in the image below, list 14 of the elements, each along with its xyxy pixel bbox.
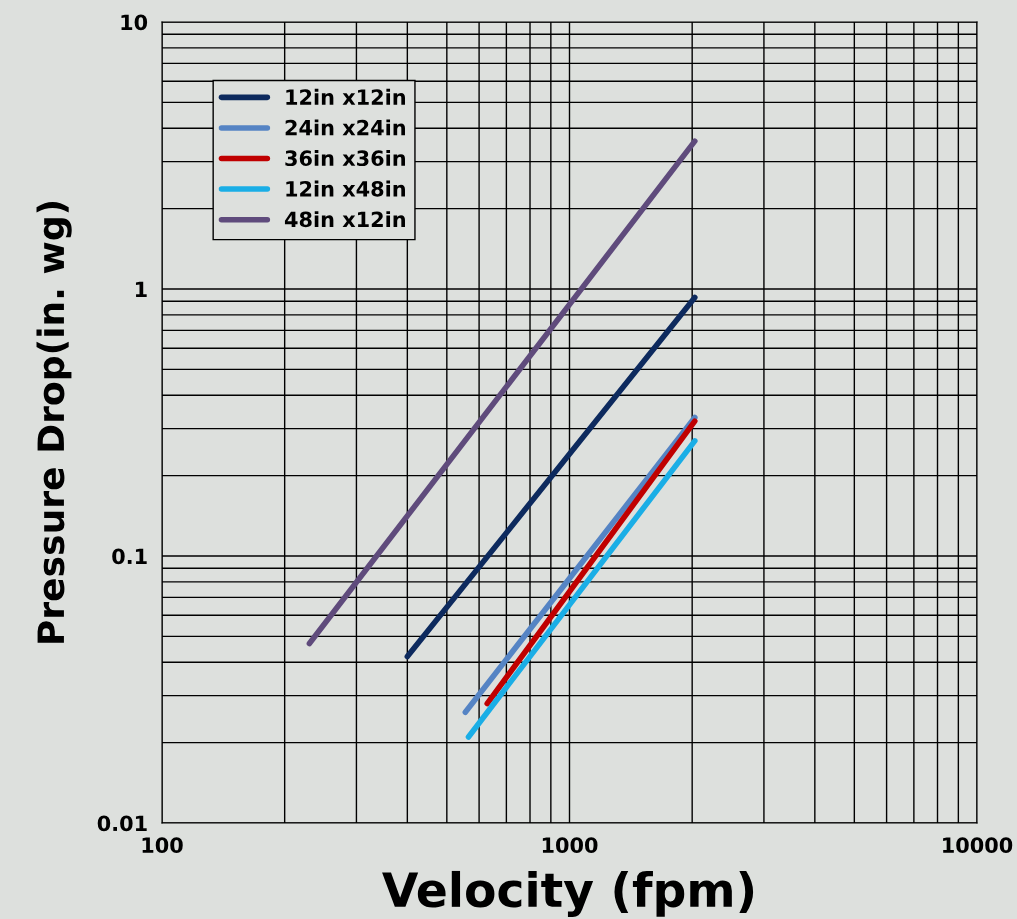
y-tick-label: 0.01 — [97, 815, 147, 832]
x-tick-label: 100 — [142, 837, 183, 854]
y-tick-label: 1 — [135, 281, 147, 297]
legend-label: 12in x48in — [286, 180, 405, 197]
x-axis-title: Velocity (fpm) — [382, 870, 754, 918]
y-tick-label: 10 — [121, 14, 148, 31]
y-tick-label: 0.1 — [112, 548, 147, 565]
legend-label: 48in x12in — [284, 211, 405, 228]
legend-label: 24in x24in — [285, 119, 405, 136]
legend-label: 36in x36in — [285, 149, 405, 167]
legend-label: 12in x12in — [286, 88, 405, 105]
x-tick-label: 10000 — [943, 837, 1013, 854]
y-axis-title: Pressure Drop(in. wg) — [36, 201, 72, 643]
x-tick-label: 1000 — [542, 837, 598, 854]
